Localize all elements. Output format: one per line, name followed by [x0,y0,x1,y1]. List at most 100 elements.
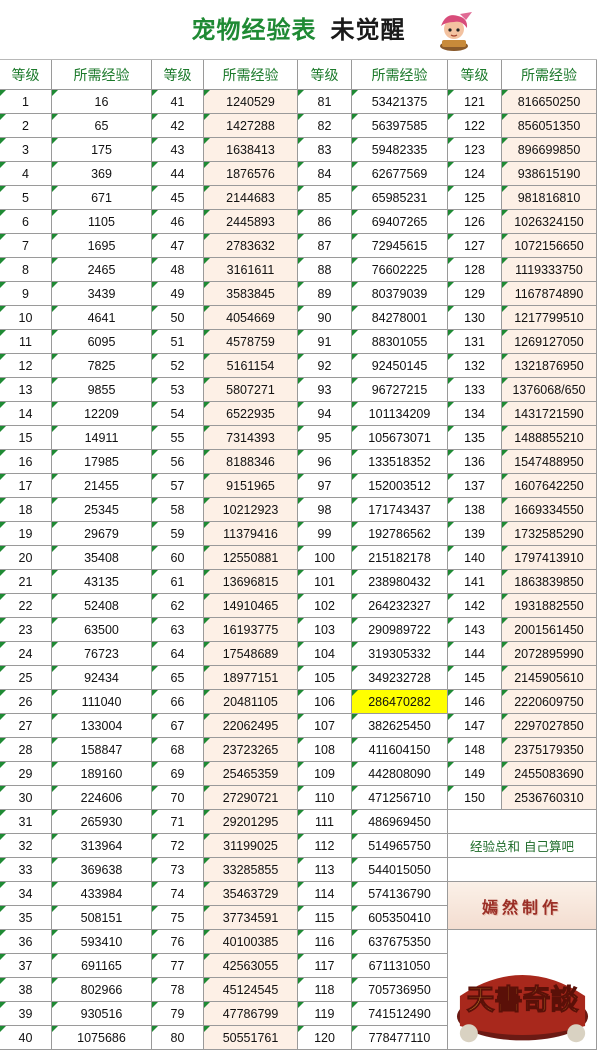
exp-cell: 1931882550 [502,594,597,618]
level-cell: 148 [448,738,502,762]
level-cell: 6 [0,210,52,234]
exp-cell: 14910465 [204,594,298,618]
exp-cell: 433984 [52,882,152,906]
exp-cell: 637675350 [352,930,448,954]
exp-cell: 574136790 [352,882,448,906]
level-cell: 63 [152,618,204,642]
level-cell: 9 [0,282,52,306]
level-cell: 81 [298,90,352,114]
exp-cell: 47786799 [204,1002,298,1026]
exp-cell: 22062495 [204,714,298,738]
maker-credit: 嫣然制作 [448,882,597,930]
level-cell: 108 [298,738,352,762]
exp-cell: 3583845 [204,282,298,306]
level-cell: 133 [448,378,502,402]
exp-cell: 238980432 [352,570,448,594]
level-cell: 130 [448,306,502,330]
level-cell: 122 [448,114,502,138]
level-cell: 20 [0,546,52,570]
level-cell: 25 [0,666,52,690]
level-cell: 19 [0,522,52,546]
exp-cell: 92450145 [352,354,448,378]
level-cell: 136 [448,450,502,474]
exp-cell: 17548689 [204,642,298,666]
level-cell: 116 [298,930,352,954]
exp-cell: 2072895990 [502,642,597,666]
level-cell: 11 [0,330,52,354]
exp-cell: 2220609750 [502,690,597,714]
exp-cell: 3161611 [204,258,298,282]
level-cell: 28 [0,738,52,762]
level-cell: 147 [448,714,502,738]
exp-cell: 158847 [52,738,152,762]
exp-cell: 981816810 [502,186,597,210]
level-cell: 129 [448,282,502,306]
level-cell: 30 [0,786,52,810]
level-cell: 41 [152,90,204,114]
exp-cell: 938615190 [502,162,597,186]
exp-cell: 705736950 [352,978,448,1002]
exp-cell: 1075686 [52,1026,152,1050]
exp-cell: 369638 [52,858,152,882]
level-cell: 82 [298,114,352,138]
exp-cell: 411604150 [352,738,448,762]
exp-cell: 1072156650 [502,234,597,258]
level-cell: 77 [152,954,204,978]
exp-cell: 69407265 [352,210,448,234]
level-cell: 104 [298,642,352,666]
level-cell: 3 [0,138,52,162]
level-cell: 32 [0,834,52,858]
level-cell: 138 [448,498,502,522]
level-exp-table: 等级 所需经验 等级 所需经验 等级 所需经验 等级 所需经验 1 16 2 65 3 175 4 369 5 6… [0,60,597,1052]
exp-cell: 1876576 [204,162,298,186]
exp-cell: 133004 [52,714,152,738]
level-cell: 44 [152,162,204,186]
level-cell: 118 [298,978,352,1002]
level-cell: 135 [448,426,502,450]
exp-cell: 1427288 [204,114,298,138]
blank-cell [448,810,597,834]
exp-cell: 53421375 [352,90,448,114]
level-cell: 121 [448,90,502,114]
level-cell: 109 [298,762,352,786]
exp-cell: 16 [52,90,152,114]
exp-cell: 23723265 [204,738,298,762]
level-cell: 111 [298,810,352,834]
level-cell: 123 [448,138,502,162]
exp-cell: 2445893 [204,210,298,234]
title-main: 宠物经验表 [191,16,317,44]
level-cell: 96 [298,450,352,474]
exp-cell: 930516 [52,1002,152,1026]
level-cell: 120 [298,1026,352,1050]
exp-cell: 2001561450 [502,618,597,642]
exp-cell: 1669334550 [502,498,597,522]
exp-cell: 37734591 [204,906,298,930]
level-cell: 115 [298,906,352,930]
level-cell: 57 [152,474,204,498]
exp-cell: 2536760310 [502,786,597,810]
header-level: 等级 [0,60,52,90]
level-cell: 110 [298,786,352,810]
exp-cell: 605350410 [352,906,448,930]
level-cell: 1 [0,90,52,114]
exp-cell: 1105 [52,210,152,234]
exp-cell: 1488855210 [502,426,597,450]
level-cell: 112 [298,834,352,858]
exp-cell: 62677569 [352,162,448,186]
exp-cell: 18977151 [204,666,298,690]
exp-cell: 671131050 [352,954,448,978]
exp-cell: 13696815 [204,570,298,594]
exp-cell: 96727215 [352,378,448,402]
level-cell: 27 [0,714,52,738]
level-cell: 29 [0,762,52,786]
level-cell: 23 [0,618,52,642]
exp-cell: 63500 [52,618,152,642]
exp-cell: 442808090 [352,762,448,786]
level-cell: 91 [298,330,352,354]
exp-cell: 14911 [52,426,152,450]
level-cell: 34 [0,882,52,906]
exp-cell: 152003512 [352,474,448,498]
level-cell: 76 [152,930,204,954]
level-cell: 93 [298,378,352,402]
